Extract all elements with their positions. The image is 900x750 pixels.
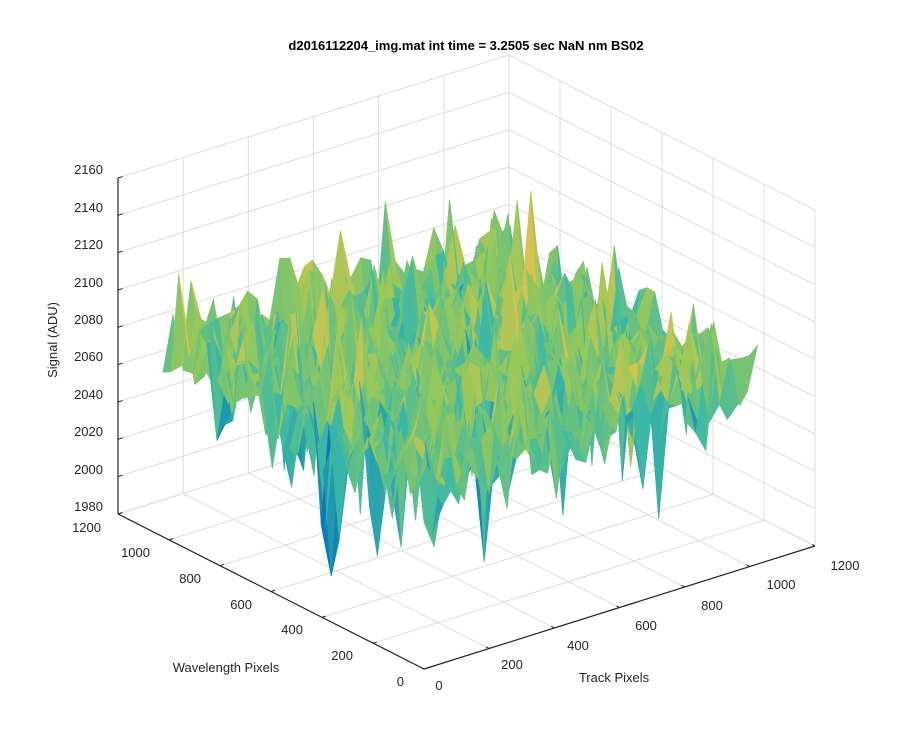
surface-plot <box>162 190 759 577</box>
y-tick-label: 400 <box>281 622 303 637</box>
side-wall-grid-line <box>508 203 816 360</box>
z-tick-label: 2060 <box>74 349 103 364</box>
x-tick-mark <box>746 564 751 567</box>
y-tick-mark <box>168 538 174 541</box>
axes-lines <box>117 176 816 670</box>
y-tick-mark <box>423 667 429 670</box>
y-tick-label: 600 <box>230 597 252 612</box>
back-wall-grid-line <box>117 91 510 216</box>
x-tick-label: 800 <box>701 598 723 613</box>
z-tick-mark <box>117 362 123 366</box>
y-tick-label: 1000 <box>121 545 150 560</box>
x-tick-mark <box>811 544 816 547</box>
z-axis-label: Signal (ADU) <box>45 302 60 378</box>
side-wall-grid-line <box>508 54 816 211</box>
x-tick-mark <box>616 605 620 608</box>
y-tick-mark <box>270 589 276 592</box>
z-tick-label: 2020 <box>74 424 103 439</box>
y-axis-label: Wavelength Pixels <box>173 660 280 675</box>
chart-title: d2016112204_img.mat int time = 3.2505 se… <box>288 38 643 53</box>
x-tick-labels: 0 200 400 600 800 1000 1200 <box>435 558 859 693</box>
z-tick-label: 2140 <box>74 200 103 215</box>
back-wall-grid-line <box>117 129 510 254</box>
side-wall-grid-line <box>508 91 816 248</box>
z-tick-mark <box>117 474 123 478</box>
z-tick-labels: 1980 2000 2020 2040 2060 2080 2100 2120 … <box>74 162 103 514</box>
back-wall-grid-line <box>117 54 510 179</box>
y-tick-label: 200 <box>331 648 353 663</box>
z-tick-mark <box>117 288 123 291</box>
x-tick-label: 0 <box>435 678 442 693</box>
x-tick-mark <box>420 667 425 670</box>
z-tick-mark <box>117 176 123 179</box>
floor-grid-line <box>270 468 663 592</box>
z-tick-mark <box>117 250 123 254</box>
y-tick-label: 1200 <box>72 520 101 535</box>
y-tick-mark <box>321 615 327 618</box>
z-tick-mark <box>117 325 123 328</box>
z-tick-mark <box>117 512 123 515</box>
z-tick-mark <box>117 437 123 440</box>
z-tick-mark <box>117 213 123 216</box>
floor-grid-line <box>321 493 714 618</box>
back-wall-grid-line <box>117 166 510 291</box>
z-tick-label: 2160 <box>74 162 103 177</box>
x-tick-mark <box>681 585 685 588</box>
y-tick-mark <box>219 563 225 567</box>
z-tick-label: 2120 <box>74 237 103 252</box>
x-axis-label: Track Pixels <box>579 670 650 685</box>
x-tick-label: 600 <box>635 618 657 633</box>
x-tick-mark <box>485 646 490 649</box>
z-tick-label: 2000 <box>74 462 103 477</box>
y-tick-label: 0 <box>397 674 404 689</box>
surface-facet <box>739 344 759 406</box>
x-tick-mark <box>551 626 555 629</box>
x-tick-label: 1200 <box>831 558 860 573</box>
z-tick-label: 2040 <box>74 387 103 402</box>
z-tick-label: 2080 <box>74 312 103 327</box>
z-tick-label: 1980 <box>74 499 103 514</box>
y-tick-labels: 0 200 400 600 800 1000 1200 <box>72 520 404 689</box>
x-tick-label: 400 <box>567 638 589 653</box>
x-tick-label: 200 <box>501 657 523 672</box>
y-tick-mark <box>372 641 378 644</box>
y-tick-label: 800 <box>179 571 201 586</box>
z-tick-label: 2100 <box>74 275 103 290</box>
z-tick-mark <box>117 400 123 403</box>
floor-grid-line <box>372 519 765 644</box>
x-tick-label: 1000 <box>767 577 796 592</box>
side-wall-grid-line <box>508 166 816 323</box>
side-wall-grid-line <box>508 129 816 286</box>
